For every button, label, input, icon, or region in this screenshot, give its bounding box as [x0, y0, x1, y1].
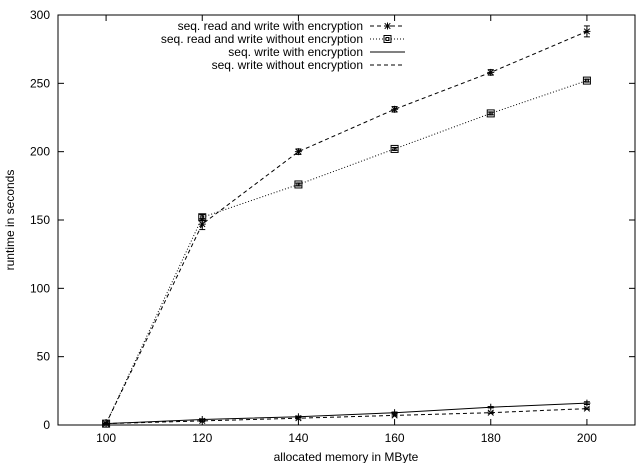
legend: seq. read and write with encryptionseq. … [161, 19, 405, 72]
series-line [105, 30, 588, 424]
data-point-plus-marker [583, 399, 591, 407]
data-point-box-marker [582, 76, 591, 85]
x-tick-label: 120 [192, 431, 212, 445]
error-bar [487, 111, 494, 116]
data-point-cross-marker [391, 412, 398, 419]
data-point-box-marker [198, 213, 207, 222]
x-tick-label: 180 [481, 431, 501, 445]
x-axis-label: allocated memory in MByte [274, 450, 419, 463]
x-tick-label: 200 [577, 431, 597, 445]
series-1 [102, 25, 591, 428]
legend-label: seq. read and write without encryption [161, 32, 363, 46]
data-point-star-marker [384, 22, 391, 30]
legend-label: seq. write with encryption [228, 45, 363, 59]
data-point-box-marker [383, 35, 392, 43]
axis-ticks: 100 120 140 160 180 200 0 50 100 150 200 250 300 [30, 8, 635, 445]
data-point-star-marker [294, 148, 302, 156]
series-4 [102, 405, 591, 427]
y-tick-label: 250 [30, 76, 50, 90]
legend-item: seq. write with encryption [228, 45, 405, 59]
data-point-box-marker [390, 144, 399, 153]
error-bar [583, 78, 590, 83]
legend-label: seq. read and write with encryption [178, 19, 363, 33]
data-point-star-marker [583, 27, 591, 35]
x-tick-label: 140 [288, 431, 308, 445]
y-tick-label: 200 [30, 145, 50, 159]
y-tick-label: 150 [30, 213, 50, 227]
y-tick-label: 300 [30, 8, 50, 22]
data-point-plus-marker [487, 403, 495, 411]
data-point-star-marker [487, 68, 495, 76]
y-tick-label: 0 [43, 418, 50, 432]
data-point-cross-marker [487, 409, 494, 416]
error-bar [391, 147, 398, 151]
data-point-cross-marker [199, 417, 206, 425]
y-axis-label: runtime in seconds [3, 170, 17, 271]
legend-item: seq. write without encryption [212, 58, 405, 72]
x-tick-label: 100 [96, 431, 116, 445]
series-2 [102, 76, 591, 428]
data-point-cross-marker [295, 415, 302, 422]
data-point-box-marker [486, 109, 495, 118]
series-3 [102, 399, 591, 428]
data-point-cross-marker [583, 405, 591, 412]
legend-item: seq. read and write without encryption [161, 32, 405, 46]
y-tick-label: 50 [37, 350, 51, 364]
data-point-cross-marker [102, 420, 110, 427]
series-line [106, 408, 587, 425]
x-tick-label: 160 [385, 431, 405, 445]
data-point-box-marker [294, 180, 303, 189]
error-bar [295, 182, 302, 187]
data-point-star-marker [391, 105, 399, 113]
series-line [105, 80, 588, 424]
legend-item: seq. read and write with encryption [178, 19, 405, 33]
y-tick-label: 100 [30, 281, 50, 295]
series-layer [102, 25, 591, 428]
plot-frame [57, 14, 636, 426]
legend-label: seq. write without encryption [212, 58, 363, 72]
series-line [106, 402, 587, 425]
